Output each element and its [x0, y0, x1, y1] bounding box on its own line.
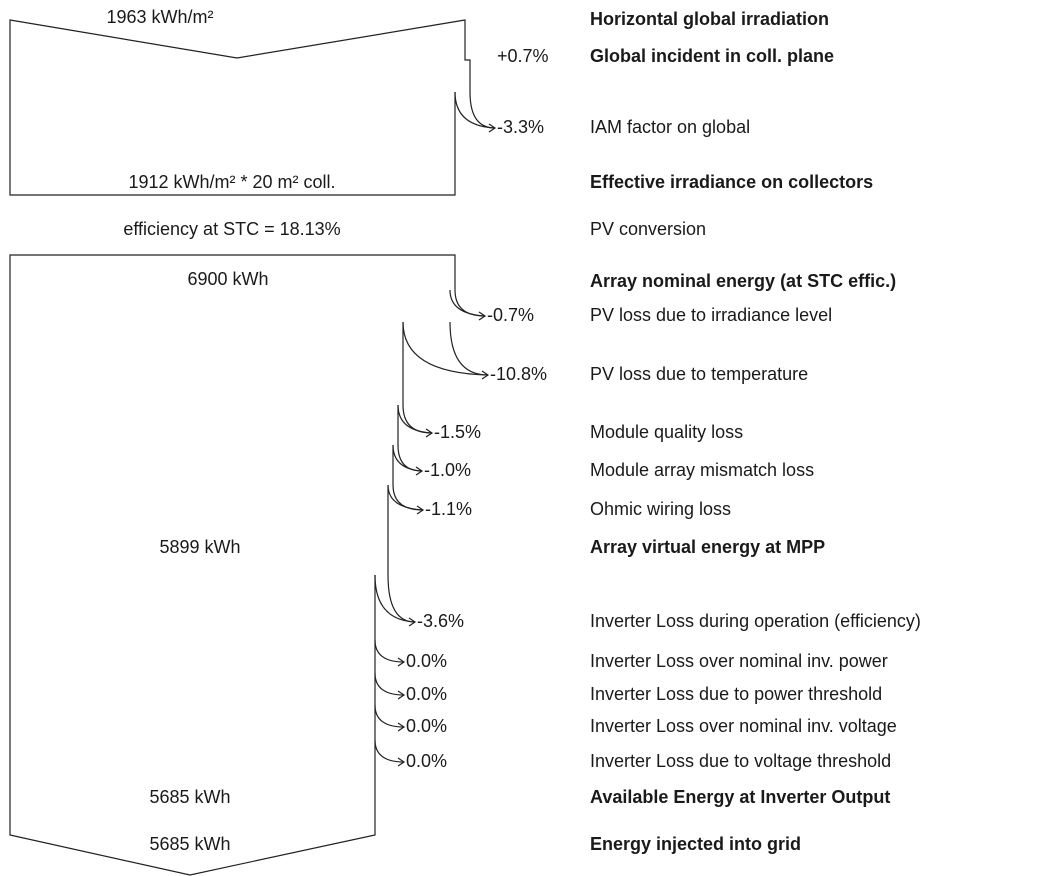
efficiency-value: efficiency at STC = 18.13%	[123, 219, 340, 239]
step-label: Array virtual energy at MPP	[590, 537, 825, 557]
available-value: 5685 kWh	[149, 787, 230, 807]
effective-value: 1912 kWh/m² * 20 m² coll.	[128, 172, 335, 192]
loss-arrow	[402, 404, 433, 434]
loss-value: +0.7%	[497, 46, 549, 66]
arrow-head	[425, 428, 434, 438]
loss-arrow	[454, 91, 496, 129]
loss-value: 0.0%	[406, 716, 447, 736]
step-label: Horizontal global irradiation	[590, 9, 829, 29]
input-value: 1963 kWh/m²	[106, 7, 213, 27]
step-label: Effective irradiance on collectors	[590, 172, 873, 192]
irradiance-box	[9, 19, 471, 196]
loss-value: -1.0%	[424, 460, 471, 480]
loss-arrow	[374, 639, 405, 663]
loss-value: -3.3%	[497, 117, 544, 137]
arrow-head	[415, 466, 424, 476]
mpp-value: 5899 kWh	[159, 537, 240, 557]
loss-arrow	[387, 484, 424, 511]
loss-value: -10.8%	[490, 364, 547, 384]
step-label: Inverter Loss over nominal inv. power	[590, 651, 888, 671]
loss-value: -0.7%	[487, 305, 534, 325]
loss-value: 0.0%	[406, 651, 447, 671]
step-label: Module quality loss	[590, 422, 743, 442]
step-label: Ohmic wiring loss	[590, 499, 731, 519]
arrow-head	[408, 617, 417, 627]
loss-arrow	[469, 91, 496, 129]
step-label: Inverter Loss due to power threshold	[590, 684, 882, 704]
loss-arrow	[392, 484, 424, 511]
loss-value: -1.5%	[434, 422, 481, 442]
loss-arrow	[374, 739, 405, 763]
step-label: PV loss due to irradiance level	[590, 305, 832, 325]
loss-value: -1.1%	[425, 499, 472, 519]
step-label: Available Energy at Inverter Output	[590, 787, 890, 807]
arrow-head	[397, 690, 406, 700]
arrow-head	[397, 757, 406, 767]
injected-value: 5685 kWh	[149, 834, 230, 854]
step-label: Array nominal energy (at STC effic.)	[590, 271, 896, 291]
arrow-head	[416, 505, 425, 515]
step-label: Inverter Loss due to voltage threshold	[590, 751, 891, 771]
step-label: Inverter Loss over nominal inv. voltage	[590, 716, 897, 736]
arrow-head	[478, 311, 487, 321]
loss-arrow	[449, 289, 486, 317]
step-label: PV loss due to temperature	[590, 364, 808, 384]
arrow-head	[397, 657, 406, 667]
loss-arrow	[397, 404, 433, 434]
loss-arrow	[392, 444, 423, 472]
loss-arrow	[374, 704, 405, 728]
step-label: IAM factor on global	[590, 117, 750, 137]
nominal-value: 6900 kWh	[187, 269, 268, 289]
loss-value: 0.0%	[406, 751, 447, 771]
loss-value: 0.0%	[406, 684, 447, 704]
step-label: Module array mismatch loss	[590, 460, 814, 480]
loss-arrow	[449, 321, 489, 376]
energy-box	[9, 254, 456, 876]
loss-arrow	[374, 672, 405, 696]
arrow-head	[488, 123, 497, 133]
loss-arrow	[397, 444, 423, 472]
step-label: PV conversion	[590, 219, 706, 239]
arrow-head	[481, 370, 490, 380]
step-label: Energy injected into grid	[590, 834, 801, 854]
step-label: Global incident in coll. plane	[590, 46, 834, 66]
loss-arrow	[374, 574, 416, 623]
step-label: Inverter Loss during operation (efficien…	[590, 611, 921, 631]
loss-arrow	[402, 321, 489, 376]
loss-value: -3.6%	[417, 611, 464, 631]
arrow-head	[397, 722, 406, 732]
loss-arrow	[454, 289, 486, 317]
